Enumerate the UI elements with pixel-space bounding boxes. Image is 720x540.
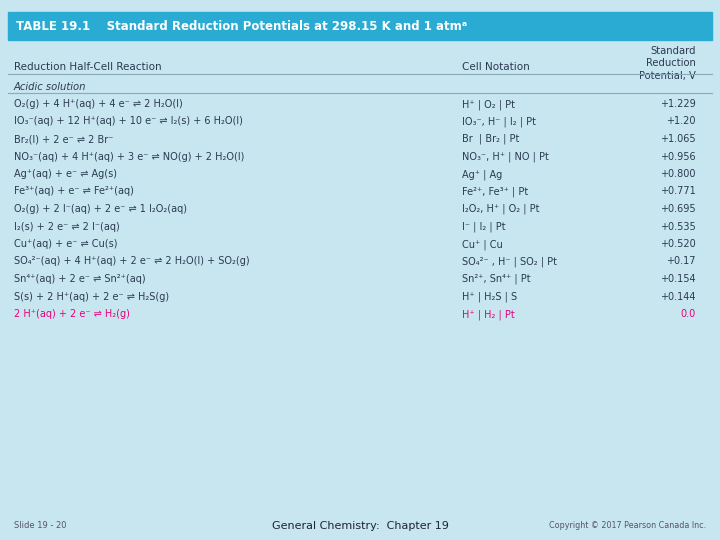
Text: +0.535: +0.535 [660, 221, 696, 232]
Text: Ag⁺ | Ag: Ag⁺ | Ag [462, 169, 503, 179]
Text: Cu⁺(aq) + e⁻ ⇌ Cu(s): Cu⁺(aq) + e⁻ ⇌ Cu(s) [14, 239, 117, 249]
Text: SO₄²⁻(aq) + 4 H⁺(aq) + 2 e⁻ ⇌ 2 H₂O(l) + SO₂(g): SO₄²⁻(aq) + 4 H⁺(aq) + 2 e⁻ ⇌ 2 H₂O(l) +… [14, 256, 250, 267]
Text: 2 H⁺(aq) + 2 e⁻ ⇌ H₂(g): 2 H⁺(aq) + 2 e⁻ ⇌ H₂(g) [14, 309, 130, 319]
Text: Fe³⁺(aq) + e⁻ ⇌ Fe²⁺(aq): Fe³⁺(aq) + e⁻ ⇌ Fe²⁺(aq) [14, 186, 134, 197]
Text: NO₃⁻, H⁺ | NO | Pt: NO₃⁻, H⁺ | NO | Pt [462, 152, 549, 162]
Text: Br  | Br₂ | Pt: Br | Br₂ | Pt [462, 134, 519, 145]
Text: IO₃⁻(aq) + 12 H⁺(aq) + 10 e⁻ ⇌ I₂(s) + 6 H₂O(l): IO₃⁻(aq) + 12 H⁺(aq) + 10 e⁻ ⇌ I₂(s) + 6… [14, 117, 243, 126]
Text: +0.144: +0.144 [660, 292, 696, 301]
Text: H⁺ | O₂ | Pt: H⁺ | O₂ | Pt [462, 99, 515, 110]
Text: +0.520: +0.520 [660, 239, 696, 249]
Text: Sn⁴⁺(aq) + 2 e⁻ ⇌ Sn²⁺(aq): Sn⁴⁺(aq) + 2 e⁻ ⇌ Sn²⁺(aq) [14, 274, 145, 284]
Text: General Chemistry:  Chapter 19: General Chemistry: Chapter 19 [271, 521, 449, 531]
Text: O₂(g) + 4 H⁺(aq) + 4 e⁻ ⇌ 2 H₂O(l): O₂(g) + 4 H⁺(aq) + 4 e⁻ ⇌ 2 H₂O(l) [14, 99, 183, 109]
Text: +0.956: +0.956 [660, 152, 696, 161]
Bar [8, 12, 712, 40]
Text: +0.17: +0.17 [667, 256, 696, 267]
Text: NO₃⁻(aq) + 4 H⁺(aq) + 3 e⁻ ⇌ NO(g) + 2 H₂O(l): NO₃⁻(aq) + 4 H⁺(aq) + 3 e⁻ ⇌ NO(g) + 2 H… [14, 152, 244, 161]
Text: Ag⁺(aq) + e⁻ ⇌ Ag(s): Ag⁺(aq) + e⁻ ⇌ Ag(s) [14, 169, 117, 179]
Text: I₂(s) + 2 e⁻ ⇌ 2 I⁻(aq): I₂(s) + 2 e⁻ ⇌ 2 I⁻(aq) [14, 221, 120, 232]
Text: +0.695: +0.695 [660, 204, 696, 214]
Text: +1.229: +1.229 [660, 99, 696, 109]
Text: SO₄²⁻ , H⁻ | SO₂ | Pt: SO₄²⁻ , H⁻ | SO₂ | Pt [462, 256, 557, 267]
Text: I⁻ | I₂ | Pt: I⁻ | I₂ | Pt [462, 221, 505, 232]
Text: Slide 19 - 20: Slide 19 - 20 [14, 522, 66, 530]
Text: Cu⁺ | Cu: Cu⁺ | Cu [462, 239, 503, 249]
Text: Sn²⁺, Sn⁴⁺ | Pt: Sn²⁺, Sn⁴⁺ | Pt [462, 274, 531, 285]
Text: +0.154: +0.154 [660, 274, 696, 284]
Text: Reduction Half-Cell Reaction: Reduction Half-Cell Reaction [14, 62, 161, 72]
Text: O₂(g) + 2 I⁻(aq) + 2 e⁻ ⇌ 1 I₂O₂(aq): O₂(g) + 2 I⁻(aq) + 2 e⁻ ⇌ 1 I₂O₂(aq) [14, 204, 187, 214]
Text: H⁺ | H₂S | S: H⁺ | H₂S | S [462, 292, 517, 302]
Text: +0.771: +0.771 [660, 186, 696, 197]
Text: S(s) + 2 H⁺(aq) + 2 e⁻ ⇌ H₂S(g): S(s) + 2 H⁺(aq) + 2 e⁻ ⇌ H₂S(g) [14, 292, 169, 301]
Text: Acidic solution: Acidic solution [14, 82, 86, 92]
Text: IO₃⁻, H⁻ | I₂ | Pt: IO₃⁻, H⁻ | I₂ | Pt [462, 117, 536, 127]
Text: +0.800: +0.800 [660, 169, 696, 179]
Text: 0.0: 0.0 [680, 309, 696, 319]
Text: Standard
Reduction
Potential, V: Standard Reduction Potential, V [639, 46, 696, 81]
Text: H⁺ | H₂ | Pt: H⁺ | H₂ | Pt [462, 309, 515, 320]
Text: Cell Notation: Cell Notation [462, 62, 530, 72]
Text: I₂O₂, H⁺ | O₂ | Pt: I₂O₂, H⁺ | O₂ | Pt [462, 204, 539, 214]
Text: Br₂(l) + 2 e⁻ ⇌ 2 Br⁻: Br₂(l) + 2 e⁻ ⇌ 2 Br⁻ [14, 134, 113, 144]
Text: TABLE 19.1    Standard Reduction Potentials at 298.15 K and 1 atmᵃ: TABLE 19.1 Standard Reduction Potentials… [16, 19, 467, 32]
Text: +1.065: +1.065 [660, 134, 696, 144]
Text: +1.20: +1.20 [667, 117, 696, 126]
Text: Copyright © 2017 Pearson Canada Inc.: Copyright © 2017 Pearson Canada Inc. [549, 522, 706, 530]
Text: Fe²⁺, Fe³⁺ | Pt: Fe²⁺, Fe³⁺ | Pt [462, 186, 528, 197]
